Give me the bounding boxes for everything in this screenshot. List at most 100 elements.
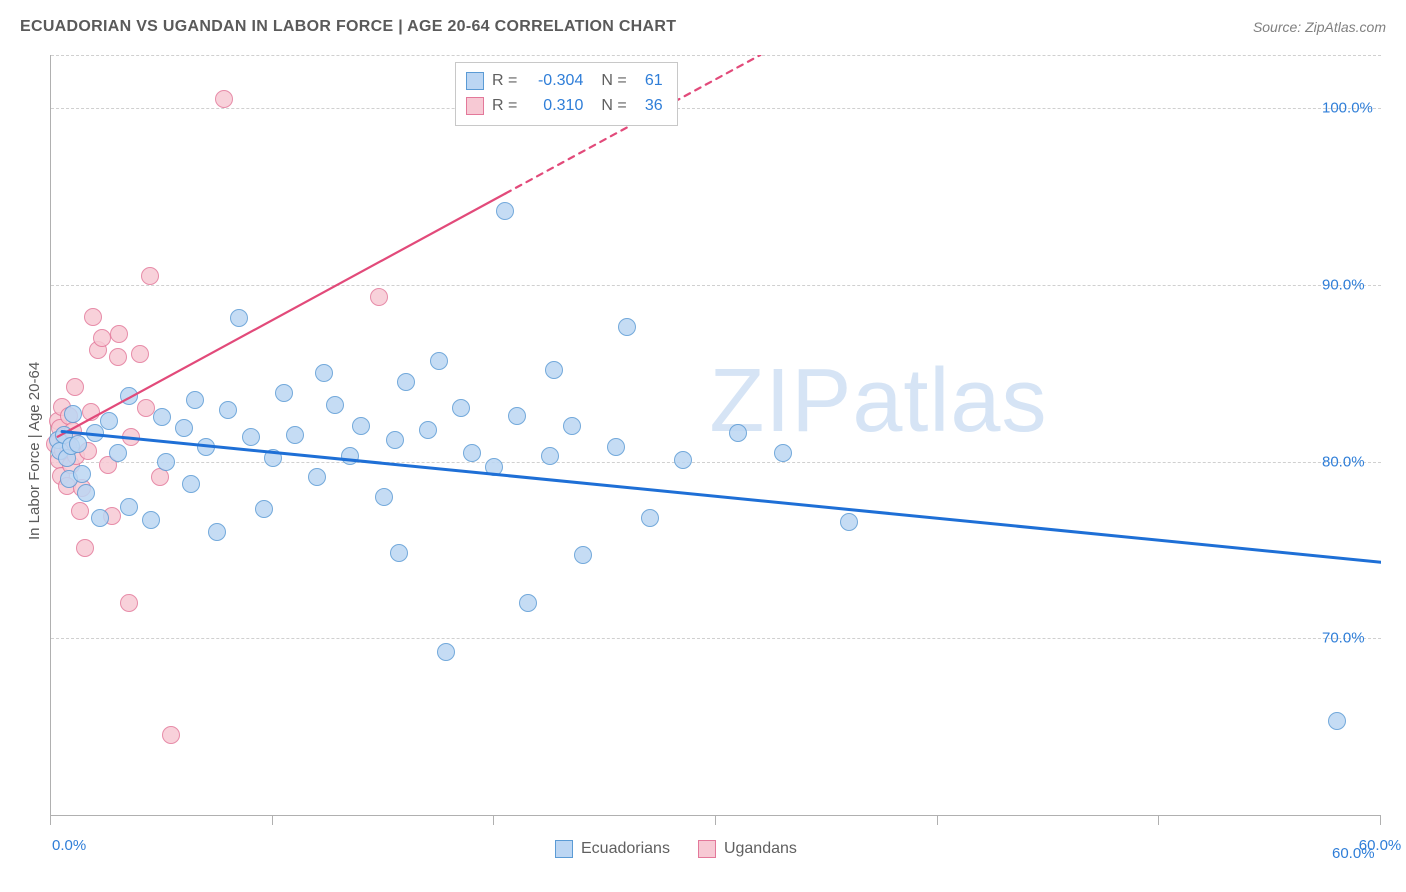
- y-axis-label: In Labor Force | Age 20-64: [26, 362, 43, 540]
- ecuadorians-point: [618, 318, 636, 336]
- scatter-plot: ZIPatlas: [50, 55, 1381, 816]
- ugandans-point: [370, 288, 388, 306]
- ecuadorians-point: [496, 202, 514, 220]
- ecuadorians-point: [242, 428, 260, 446]
- x-tick: [715, 815, 716, 825]
- stats-box: R = -0.304 N = 61R = 0.310 N = 36: [455, 62, 678, 126]
- ecuadorians-point: [386, 431, 404, 449]
- ecuadorians-point: [341, 447, 359, 465]
- ecuadorians-point: [308, 468, 326, 486]
- ecuadorians-point: [219, 401, 237, 419]
- ecuadorians-point: [186, 391, 204, 409]
- ecuadorians-point: [197, 438, 215, 456]
- ugandans-point: [151, 468, 169, 486]
- x-tick-label: 60.0%: [1359, 837, 1402, 854]
- ecuadorians-point: [430, 352, 448, 370]
- legend-item: Ecuadorians: [555, 840, 670, 858]
- ecuadorians-point: [175, 419, 193, 437]
- ecuadorians-point: [153, 408, 171, 426]
- ecuadorians-point: [315, 364, 333, 382]
- x-tick: [937, 815, 938, 825]
- ecuadorians-point: [541, 447, 559, 465]
- ecuadorians-point: [545, 361, 563, 379]
- points-layer: [51, 55, 1381, 815]
- chart-title: ECUADORIAN VS UGANDAN IN LABOR FORCE | A…: [20, 18, 676, 36]
- ugandans-point: [71, 502, 89, 520]
- ecuadorians-point: [69, 435, 87, 453]
- ugandans-point: [122, 428, 140, 446]
- source-label: Source: ZipAtlas.com: [1253, 19, 1386, 35]
- ecuadorians-point: [157, 453, 175, 471]
- legend-label: Ecuadorians: [581, 840, 670, 858]
- ecuadorians-point: [375, 488, 393, 506]
- ugandans-point: [109, 348, 127, 366]
- ugandans-point: [82, 403, 100, 421]
- ecuadorians-point: [729, 424, 747, 442]
- ugandans-point: [66, 378, 84, 396]
- ugandans-point: [120, 594, 138, 612]
- ecuadorians-point: [109, 444, 127, 462]
- ugandans-point: [84, 308, 102, 326]
- x-tick: [493, 815, 494, 825]
- ecuadorians-point: [64, 405, 82, 423]
- ecuadorians-point: [840, 513, 858, 531]
- ecuadorians-point: [508, 407, 526, 425]
- x-tick: [1158, 815, 1159, 825]
- ecuadorians-point: [574, 546, 592, 564]
- ecuadorians-point: [641, 509, 659, 527]
- stats-row: R = 0.310 N = 36: [466, 94, 663, 119]
- ecuadorians-point: [255, 500, 273, 518]
- x-tick: [1380, 815, 1381, 825]
- stat-n-label: N =: [601, 94, 626, 119]
- stat-r-label: R =: [492, 94, 517, 119]
- ecuadorians-point: [275, 384, 293, 402]
- ecuadorians-point: [352, 417, 370, 435]
- ecuadorians-point: [73, 465, 91, 483]
- ecuadorians-point: [120, 498, 138, 516]
- stat-r-value: -0.304: [525, 69, 583, 94]
- ugandans-point: [76, 539, 94, 557]
- ecuadorians-point: [563, 417, 581, 435]
- ecuadorians-point: [774, 444, 792, 462]
- x-tick: [50, 815, 51, 825]
- ecuadorians-point: [100, 412, 118, 430]
- ecuadorians-point: [208, 523, 226, 541]
- ecuadorians-point: [1328, 712, 1346, 730]
- ecuadorians-point: [77, 484, 95, 502]
- ugandans-point: [215, 90, 233, 108]
- ugandans-point: [131, 345, 149, 363]
- ecuadorians-point: [230, 309, 248, 327]
- ecuadorians-point: [485, 458, 503, 476]
- ecuadorians-point: [519, 594, 537, 612]
- ugandans-point: [141, 267, 159, 285]
- legend-item: Ugandans: [698, 840, 797, 858]
- ecuadorians-point: [674, 451, 692, 469]
- ecuadorians-point: [390, 544, 408, 562]
- ecuadorians-point: [120, 387, 138, 405]
- ugandans-point: [162, 726, 180, 744]
- ecuadorians-point: [419, 421, 437, 439]
- ecuadorians-point: [607, 438, 625, 456]
- ecuadorians-point: [397, 373, 415, 391]
- ugandans-point: [110, 325, 128, 343]
- ecuadorians-point: [91, 509, 109, 527]
- ecuadorians-point: [452, 399, 470, 417]
- legend-swatch: [555, 840, 573, 858]
- legend-swatch: [466, 97, 484, 115]
- stat-n-value: 61: [635, 69, 663, 94]
- stat-r-value: 0.310: [525, 94, 583, 119]
- ecuadorians-point: [182, 475, 200, 493]
- ecuadorians-point: [286, 426, 304, 444]
- stat-n-label: N =: [601, 69, 626, 94]
- ecuadorians-point: [264, 449, 282, 467]
- chart-header: ECUADORIAN VS UGANDAN IN LABOR FORCE | A…: [20, 18, 1386, 36]
- x-tick-label: 0.0%: [52, 837, 86, 854]
- stats-row: R = -0.304N = 61: [466, 69, 663, 94]
- ecuadorians-point: [142, 511, 160, 529]
- ecuadorians-point: [437, 643, 455, 661]
- legend-label: Ugandans: [724, 840, 797, 858]
- ecuadorians-point: [463, 444, 481, 462]
- stat-n-value: 36: [635, 94, 663, 119]
- bottom-legend: Ecuadorians Ugandans: [555, 840, 797, 858]
- legend-swatch: [698, 840, 716, 858]
